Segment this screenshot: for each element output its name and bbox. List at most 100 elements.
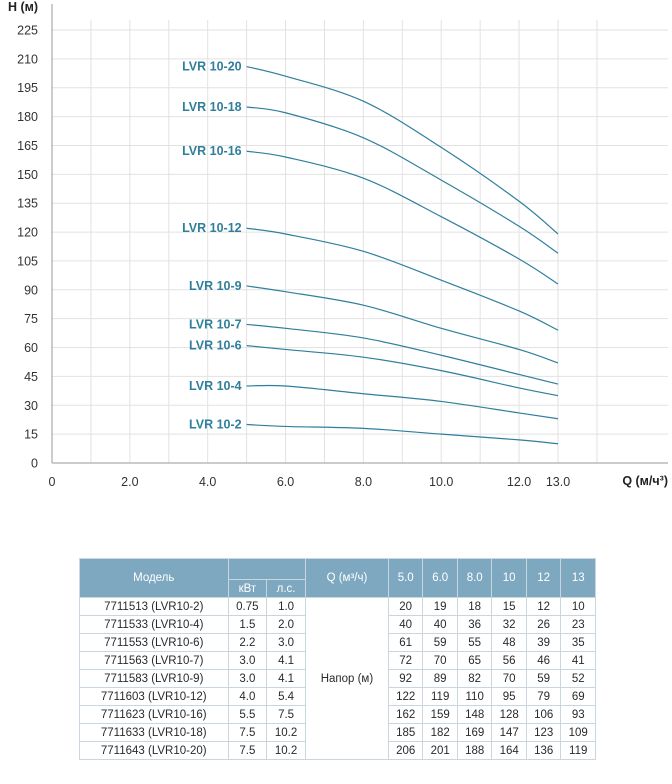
- model-cell: 7711563 (LVR10-7): [79, 651, 229, 670]
- series-line-lvr-10-7: [246, 323, 559, 385]
- hp-cell: 2.0: [266, 615, 306, 634]
- head-value-cell: 20: [387, 597, 424, 616]
- table-row: 7711583 (LVR10-9) 3.0 4.1 92 89 82 70 59 52: [79, 669, 596, 688]
- head-value-cell: 40: [387, 615, 424, 634]
- kw-cell: 3.0: [227, 669, 268, 688]
- head-value-cell: 182: [422, 723, 458, 742]
- table-row: 7711633 (LVR10-18) 7.5 10.2 185 182 169 147 123…: [79, 723, 596, 742]
- head-value-cell: 136: [525, 741, 562, 760]
- x-tick-label: 8.0: [355, 475, 372, 489]
- header-hp: л.с.: [266, 579, 306, 598]
- series-label: LVR 10-20: [182, 60, 242, 74]
- head-value-cell: 46: [525, 651, 562, 670]
- series-line-lvr-10-6: [246, 345, 559, 397]
- head-value-cell: 164: [491, 741, 527, 760]
- hp-cell: 4.1: [266, 651, 306, 670]
- head-value-cell: 122: [387, 687, 424, 706]
- head-value-cell: 82: [456, 669, 493, 688]
- series-label: LVR 10-6: [189, 339, 242, 353]
- head-value-cell: 65: [456, 651, 493, 670]
- spec-table: Модель Q (м³/ч) 5.0 6.0 8.0 10 12 13 кВт…: [79, 558, 596, 760]
- head-value-cell: 70: [422, 651, 458, 670]
- hp-cell: 10.2: [266, 741, 306, 760]
- head-value-cell: 128: [491, 705, 527, 724]
- model-cell: 7711623 (LVR10-16): [79, 705, 229, 724]
- head-value-cell: 95: [491, 687, 527, 706]
- head-value-cell: 56: [491, 651, 527, 670]
- y-tick-label: 150: [17, 168, 38, 182]
- head-value-cell: 109: [560, 723, 596, 742]
- header-flow-5: 13: [560, 558, 596, 598]
- series-line-lvr-10-2: [246, 423, 559, 445]
- head-value-cell: 15: [491, 597, 527, 616]
- head-value-cell: 119: [422, 687, 458, 706]
- x-axis-title: Q (м/ч³): [622, 474, 668, 488]
- head-value-cell: 69: [560, 687, 596, 706]
- head-value-cell: 26: [525, 615, 562, 634]
- y-tick-label: 210: [17, 52, 38, 66]
- header-flow-4: 12: [525, 558, 562, 598]
- head-value-cell: 40: [422, 615, 458, 634]
- kw-cell: 3.0: [227, 651, 268, 670]
- model-cell: 7711513 (LVR10-2): [79, 597, 229, 616]
- y-tick-label: 0: [31, 457, 38, 471]
- series-line-lvr-10-18: [246, 106, 559, 254]
- pump-performance-chart: 0 15 30 45 60 75 90 105 120 135 150 165 180 195 210 225…: [8, 0, 668, 489]
- head-value-cell: 59: [525, 669, 562, 688]
- y-tick-label: 30: [24, 399, 38, 413]
- header-q: Q (м³/ч): [304, 558, 389, 598]
- series-line-lvr-10-20: [246, 65, 559, 235]
- series-line-lvr-10-9: [246, 285, 559, 364]
- kw-cell: 7.5: [227, 723, 268, 742]
- head-value-cell: 147: [491, 723, 527, 742]
- header-model: Модель: [79, 558, 229, 598]
- model-cell: 7711583 (LVR10-9): [79, 669, 229, 688]
- head-value-cell: 59: [422, 633, 458, 652]
- chart-curves: [246, 65, 559, 445]
- x-tick-label: 4.0: [199, 475, 216, 489]
- hp-cell: 7.5: [266, 705, 306, 724]
- head-value-cell: 79: [525, 687, 562, 706]
- x-tick-label: 13.0: [546, 475, 570, 489]
- y-tick-label: 165: [17, 139, 38, 153]
- head-value-cell: 52: [560, 669, 596, 688]
- hp-cell: 1.0: [266, 597, 306, 616]
- y-axis-title: H (м): [8, 0, 38, 14]
- header-flow-2: 8.0: [456, 558, 493, 598]
- series-label: LVR 10-7: [189, 317, 242, 331]
- y-tick-label: 225: [17, 24, 38, 38]
- kw-cell: 2.2: [227, 633, 268, 652]
- head-value-cell: 41: [560, 651, 596, 670]
- series-label: LVR 10-16: [182, 144, 242, 158]
- chart-axes: 0 15 30 45 60 75 90 105 120 135 150 165 180 195 210 225…: [17, 4, 668, 489]
- x-tick-label: 2.0: [121, 475, 138, 489]
- head-value-cell: 119: [560, 741, 596, 760]
- head-value-cell: 19: [422, 597, 458, 616]
- head-value-cell: 162: [387, 705, 424, 724]
- chart-grid: [52, 20, 668, 464]
- napor-label: Напор (м): [304, 597, 389, 760]
- series-label: LVR 10-18: [182, 100, 242, 114]
- head-value-cell: 10: [560, 597, 596, 616]
- hp-cell: 3.0: [266, 633, 306, 652]
- y-tick-label: 75: [24, 312, 38, 326]
- x-tick-label: 0: [49, 475, 56, 489]
- head-value-cell: 55: [456, 633, 493, 652]
- model-cell: 7711553 (LVR10-6): [79, 633, 229, 652]
- x-tick-label: 6.0: [277, 475, 294, 489]
- head-value-cell: 159: [422, 705, 458, 724]
- series-label: LVR 10-9: [189, 279, 242, 293]
- y-tick-label: 120: [17, 226, 38, 240]
- head-value-cell: 148: [456, 705, 493, 724]
- series-label: LVR 10-4: [189, 379, 242, 393]
- kw-cell: 7.5: [227, 741, 268, 760]
- table-row: 7711563 (LVR10-7) 3.0 4.1 72 70 65 56 46 41: [79, 651, 596, 670]
- x-tick-label: 10.0: [429, 475, 453, 489]
- series-label: LVR 10-12: [182, 221, 242, 235]
- head-value-cell: 188: [456, 741, 493, 760]
- head-value-cell: 23: [560, 615, 596, 634]
- head-value-cell: 72: [387, 651, 424, 670]
- head-value-cell: 36: [456, 615, 493, 634]
- model-cell: 7711603 (LVR10-12): [79, 687, 229, 706]
- head-value-cell: 201: [422, 741, 458, 760]
